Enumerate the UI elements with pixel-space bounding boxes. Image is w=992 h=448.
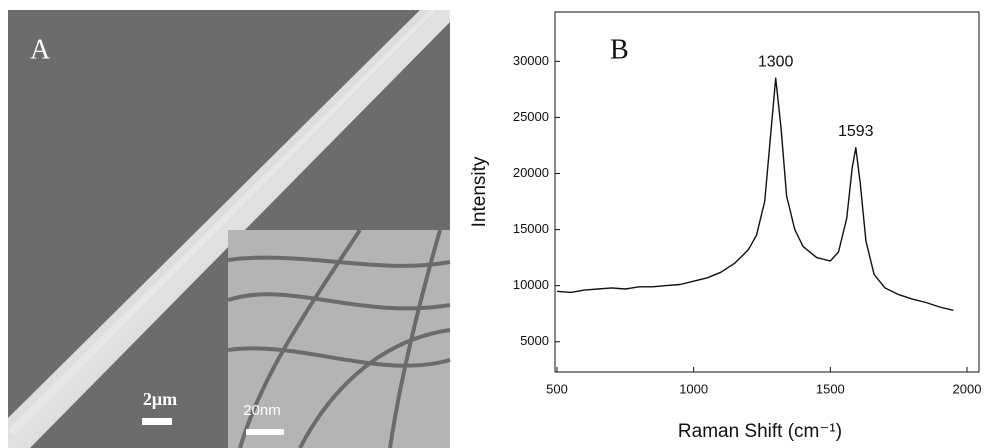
fiber-highlight — [8, 10, 436, 436]
y-tick-label: 30000 — [513, 53, 549, 68]
peak-label: 1300 — [758, 53, 794, 70]
y-tick-label: 5000 — [520, 333, 549, 348]
chart: B Raman Shift (cm⁻¹) Intensity 5000 10000… — [469, 11, 982, 442]
y-tick-label: 10000 — [513, 277, 549, 292]
sem-image: A 2μm 20nm — [8, 10, 451, 448]
y-tick-label: 15000 — [513, 221, 549, 236]
inset-scale-bar-label: 20nm — [243, 402, 281, 419]
nanotubes — [227, 228, 451, 448]
x-tick-label: 1500 — [816, 381, 845, 396]
x-tick-label: 2000 — [953, 381, 982, 396]
y-tick-label: 20000 — [513, 165, 549, 180]
peak-label: 1593 — [838, 123, 874, 140]
spectrum-line — [556, 77, 954, 311]
x-tick-label: 500 — [546, 381, 568, 396]
plot-frame — [554, 11, 980, 373]
scale-bar — [142, 418, 172, 425]
panel-label: A — [30, 34, 51, 65]
x-tick-label: 1000 — [679, 381, 708, 396]
x-axis-label: Raman Shift (cm⁻¹) — [678, 421, 842, 442]
y-tick-label: 25000 — [513, 109, 549, 124]
y-axis-label: Intensity — [469, 156, 490, 227]
scale-bar-label: 2μm — [143, 389, 177, 409]
fiber — [8, 10, 450, 448]
inset-scale-bar — [246, 429, 284, 435]
panel-label: B — [610, 34, 629, 65]
